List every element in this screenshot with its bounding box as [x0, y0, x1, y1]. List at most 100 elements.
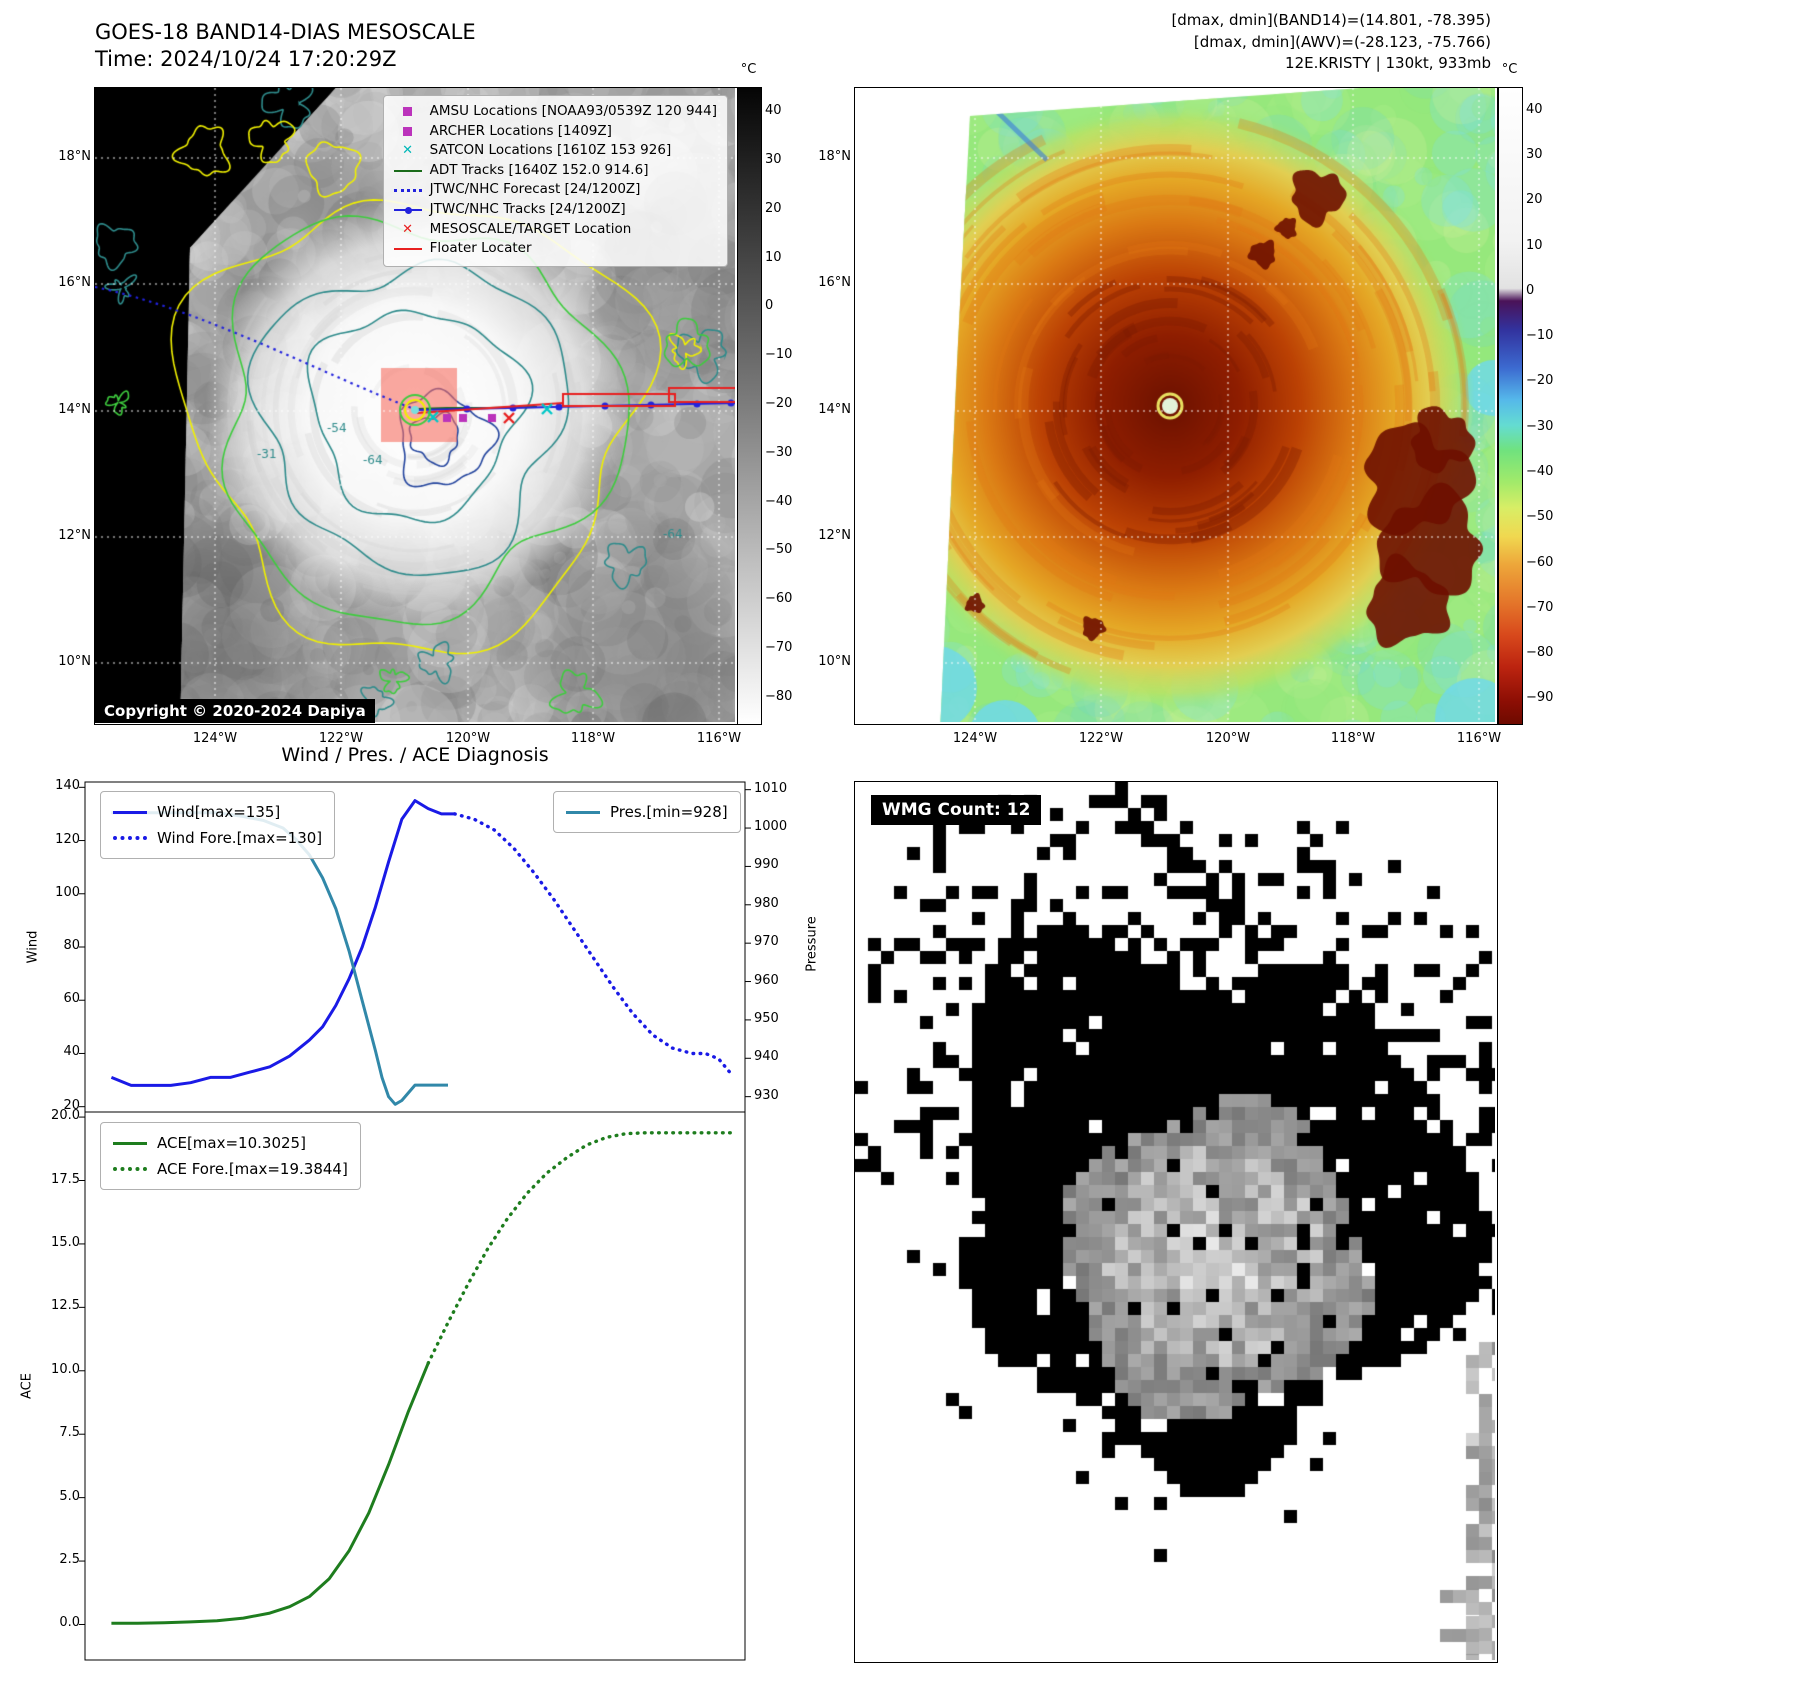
- awv-color-map: [854, 87, 1498, 725]
- pressure-tick: 940: [754, 1049, 779, 1065]
- square-marker-icon: [394, 124, 422, 138]
- ace-axis-label: ACE: [19, 1373, 35, 1399]
- map-legend-label: SATCON Locations [1610Z 153 926]: [429, 142, 672, 159]
- lon-tick-left: 120°W: [445, 731, 491, 746]
- lon-tick-left: 124°W: [192, 731, 238, 746]
- lat-tick-right: 16°N: [818, 275, 851, 290]
- colorbar-tick-left: −60: [765, 591, 793, 607]
- lon-tick-left: 122°W: [318, 731, 364, 746]
- series-line: [426, 1131, 734, 1365]
- lat-tick-right: 14°N: [818, 402, 851, 417]
- ace-tick: 12.5: [51, 1298, 80, 1314]
- map-legend-label: JTWC/NHC Forecast [24/1200Z]: [429, 181, 641, 198]
- colorbar-tick-left: −10: [765, 347, 793, 363]
- diagnosis-title: Wind / Pres. / ACE Diagnosis: [281, 744, 549, 766]
- lon-tick-right: 116°W: [1456, 731, 1502, 746]
- lat-tick-left: 14°N: [58, 402, 91, 417]
- lon-tick-right: 120°W: [1205, 731, 1251, 746]
- colorbar-tick-left: 10: [765, 249, 782, 265]
- diagnosis-charts: [79, 781, 751, 1661]
- pressure-tick: 980: [754, 895, 779, 911]
- x-marker-icon: ✕: [402, 221, 414, 237]
- lon-tick-left: 116°W: [696, 731, 742, 746]
- lon-tick-right: 122°W: [1078, 731, 1124, 746]
- lon-tick-right: 118°W: [1330, 731, 1376, 746]
- colorbar-tick-left: 20: [765, 200, 782, 216]
- legend-line-sample: [113, 1141, 147, 1145]
- storm-id-line: 12E.KRISTY | 130kt, 933mb: [1285, 54, 1491, 72]
- colorbar-tick-right: 30: [1526, 146, 1543, 162]
- colorbar-tick-right: 40: [1526, 101, 1543, 117]
- colorbar-tick-right: 0: [1526, 282, 1535, 298]
- copyright-label: Copyright © 2020-2024 Dapiya: [95, 699, 375, 723]
- colorbar-tick-right: −20: [1526, 373, 1554, 389]
- pressure-tick: 960: [754, 972, 779, 988]
- pressure-tick: 990: [754, 857, 779, 873]
- colorbar-tick-left: 0: [765, 298, 774, 314]
- ace-tick: 2.5: [59, 1552, 80, 1568]
- dmax-awv-line: [dmax, dmin](AWV)=(-28.123, -75.766): [1193, 32, 1491, 51]
- pressure-axis-label: Pressure: [804, 916, 820, 972]
- map-legend-item: ✕ MESOSCALE/TARGET Location: [394, 220, 717, 240]
- wmg-canvas: [855, 782, 1495, 1660]
- lat-tick-right: 18°N: [818, 149, 851, 164]
- colorbar-unit-right: °C: [1501, 62, 1518, 77]
- wind-tick: 40: [63, 1044, 80, 1060]
- chart-legend-item: ACE[max=10.3025]: [113, 1130, 348, 1156]
- x-marker-icon: ✕: [402, 143, 414, 159]
- map-legend-label: AMSU Locations [NOAA93/0539Z 120 944]: [429, 103, 717, 119]
- series-line: [111, 1362, 430, 1625]
- line-marker-icon: [393, 164, 422, 178]
- lat-tick-left: 16°N: [58, 275, 91, 290]
- pressure-tick: 950: [754, 1010, 779, 1026]
- wmg-count-label: WMG Count: 12: [871, 795, 1042, 825]
- pressure-tick: 1000: [754, 819, 788, 835]
- dmax-band14-line: [dmax, dmin](BAND14)=(14.801, -78.395): [1171, 11, 1491, 29]
- color-ir-colorbar: [1498, 87, 1523, 725]
- pressure-tick: 970: [754, 934, 779, 950]
- colorbar-tick-left: −40: [765, 493, 793, 509]
- ace-tick: 15.0: [51, 1234, 80, 1250]
- map-left-title: GOES-18 BAND14-DIAS MESOSCALE: [95, 20, 476, 44]
- legend-label: Wind Fore.[max=130]: [157, 829, 323, 847]
- awv-color-canvas: [855, 88, 1495, 722]
- map-legend-label: ARCHER Locations [1409Z]: [429, 122, 612, 139]
- legend-label: Pres.[min=928]: [610, 803, 728, 821]
- grayscale-colorbar: [737, 87, 762, 725]
- colorbar-tick-right: −60: [1526, 554, 1554, 570]
- legend-line-sample: [113, 836, 147, 840]
- chart-legend-item: ACE Fore.[max=19.3844]: [113, 1156, 348, 1182]
- legend-line-sample: [566, 810, 600, 814]
- line-dot-marker-icon: [393, 203, 422, 217]
- colorbar-tick-right: 10: [1526, 237, 1543, 253]
- map-legend-item: ✕ SATCON Locations [1610Z 153 926]: [394, 141, 717, 161]
- colorbar-tick-left: −80: [765, 688, 793, 704]
- square-marker-icon: [394, 105, 422, 119]
- map-right-title-block: [dmax, dmin](BAND14)=(14.801, -78.395) […: [1171, 10, 1491, 75]
- map-legend-item: AMSU Locations [NOAA93/0539Z 120 944]: [394, 102, 717, 122]
- ace-legend: ACE[max=10.3025] ACE Fore.[max=19.3844]: [100, 1122, 361, 1190]
- wmg-panel: WMG Count: 12: [854, 781, 1498, 1663]
- legend-label: ACE[max=10.3025]: [157, 1134, 306, 1152]
- colorbar-tick-right: 20: [1526, 192, 1543, 208]
- map-legend-label: MESOSCALE/TARGET Location: [429, 220, 632, 237]
- series-line: [452, 812, 734, 1077]
- dotted-marker-icon: [393, 183, 422, 197]
- lat-tick-right: 10°N: [818, 654, 851, 669]
- colorbar-tick-left: −30: [765, 444, 793, 460]
- wind-tick: 100: [55, 884, 80, 900]
- map-legend-label: ADT Tracks [1640Z 152.0 914.6]: [429, 161, 649, 178]
- pressure-tick: 1010: [754, 780, 788, 796]
- colorbar-tick-left: −70: [765, 639, 793, 655]
- wind-tick: 60: [63, 991, 80, 1007]
- band14-grayscale-map: AMSU Locations [NOAA93/0539Z 120 944] ARC…: [94, 87, 738, 725]
- colorbar-tick-left: −20: [765, 396, 793, 411]
- colorbar-tick-right: −90: [1526, 690, 1554, 706]
- colorbar-tick-right: −40: [1526, 463, 1554, 479]
- lon-tick-right: 124°W: [952, 731, 998, 746]
- map-legend-label: Floater Locater: [429, 240, 532, 257]
- ace-tick: 20.0: [51, 1108, 80, 1124]
- map-legend-label: JTWC/NHC Tracks [24/1200Z]: [429, 200, 626, 217]
- lat-tick-left: 10°N: [58, 654, 91, 669]
